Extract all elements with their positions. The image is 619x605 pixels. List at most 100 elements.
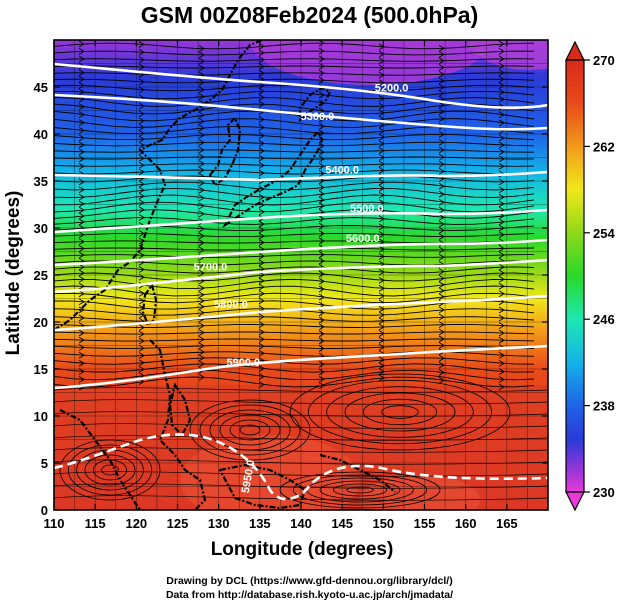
contour-label: 5950.0 (240, 459, 258, 494)
streamline-arrow (438, 253, 445, 261)
streamline-arrow (318, 155, 325, 163)
streamline-arrow (198, 194, 205, 202)
streamline (54, 423, 548, 429)
streamline-arrow (498, 290, 505, 298)
streamline-arrow (78, 306, 85, 314)
streamline-arrow (438, 376, 445, 384)
streamline-arrow (318, 107, 325, 115)
streamline-arrow (498, 322, 505, 330)
streamline-arrow (438, 321, 445, 329)
streamline-arrow (78, 75, 85, 83)
streamline-arrow (438, 83, 445, 91)
streamline-arrow (78, 193, 85, 201)
streamline-arrow (318, 360, 325, 368)
streamline-arrow (138, 102, 145, 110)
streamline (54, 459, 548, 465)
streamline-arrow (78, 314, 85, 322)
streamline (54, 50, 535, 56)
streamline-arrow (318, 270, 325, 278)
streamline (54, 149, 535, 153)
streamline-arrow (198, 232, 205, 240)
contour-label: 5600.0 (346, 233, 380, 245)
streamline-arrow (138, 352, 145, 359)
streamline-arrow (198, 79, 205, 86)
streamline-arrow (198, 64, 205, 72)
streamline-arrow (78, 134, 85, 142)
streamline (54, 387, 548, 393)
streamline-arrow (258, 185, 265, 193)
streamline-arrow (498, 141, 505, 149)
streamline-arrow (138, 48, 145, 56)
y-tick-label: 5 (41, 456, 48, 471)
streamline-arrow (378, 305, 385, 313)
streamline-arrow (378, 184, 385, 192)
streamline-arrow (78, 141, 85, 149)
streamline-gyre (346, 486, 374, 494)
streamline-gyre (344, 392, 456, 432)
streamline (54, 118, 535, 128)
streamline-arrow (198, 131, 205, 139)
contour-label: 5700.0 (194, 261, 228, 273)
streamline-arrow (438, 77, 445, 85)
streamline-arrow (438, 138, 445, 146)
streamline-arrow (198, 93, 205, 101)
streamline-arrow (378, 238, 385, 246)
streamline-arrow (318, 184, 325, 191)
streamline (54, 65, 535, 69)
streamline-arrow (318, 330, 325, 338)
streamline-arrow (198, 225, 205, 233)
streamline-arrow (498, 275, 505, 283)
streamline-arrow (318, 368, 325, 376)
streamline-arrow (258, 140, 265, 147)
streamline-arrow (258, 252, 265, 260)
streamline-arrow (438, 167, 445, 175)
streamline (54, 292, 535, 304)
streamline-arrow (498, 383, 505, 391)
streamline-arrow (318, 148, 325, 156)
streamline-arrow (258, 259, 265, 267)
streamline-arrow (258, 124, 265, 131)
streamline-arrow (138, 41, 145, 48)
streamline-arrow (378, 109, 385, 117)
streamline-arrow (378, 292, 385, 300)
streamline (54, 266, 535, 274)
streamline-arrow (258, 208, 265, 216)
streamline-arrow (378, 317, 385, 325)
streamline-arrow (78, 155, 85, 163)
streamline-arrow (258, 283, 265, 291)
streamline (54, 247, 535, 251)
streamline (54, 72, 535, 76)
x-tick-label: 155 (414, 516, 436, 531)
streamline-arrow (498, 162, 505, 170)
streamline-arrow (138, 154, 145, 162)
streamline-arrow (138, 366, 145, 373)
x-tick-label: 145 (331, 516, 353, 531)
contour-label: 5400.0 (325, 164, 359, 176)
streamline-arrow (138, 324, 145, 331)
streamline-arrow (258, 132, 265, 140)
colorbar-tick-label: 270 (593, 53, 615, 68)
streamline-arrow (138, 251, 145, 259)
streamline-gyre (332, 483, 388, 497)
x-tick-label: 125 (167, 516, 189, 531)
streamline-arrow (378, 374, 385, 382)
x-tick-label: 120 (125, 516, 147, 531)
x-tick-label: 165 (496, 516, 518, 531)
streamline-arrow (258, 277, 265, 285)
streamline-arrow (438, 206, 445, 214)
streamline-arrow (378, 71, 385, 79)
streamline (54, 376, 535, 388)
streamline-arrow (318, 162, 325, 170)
streamline-arrow (498, 55, 505, 63)
streamline-arrow (258, 201, 265, 209)
streamline-arrow (198, 117, 205, 125)
streamline-arrow (438, 328, 445, 336)
streamline-arrow (498, 88, 505, 96)
streamline-arrow (78, 88, 85, 96)
streamline-arrow (318, 190, 325, 198)
streamline (54, 357, 535, 365)
streamline (54, 316, 535, 322)
streamline-arrow (78, 212, 85, 220)
streamline-arrow (198, 261, 205, 269)
streamline-arrow (498, 155, 505, 163)
